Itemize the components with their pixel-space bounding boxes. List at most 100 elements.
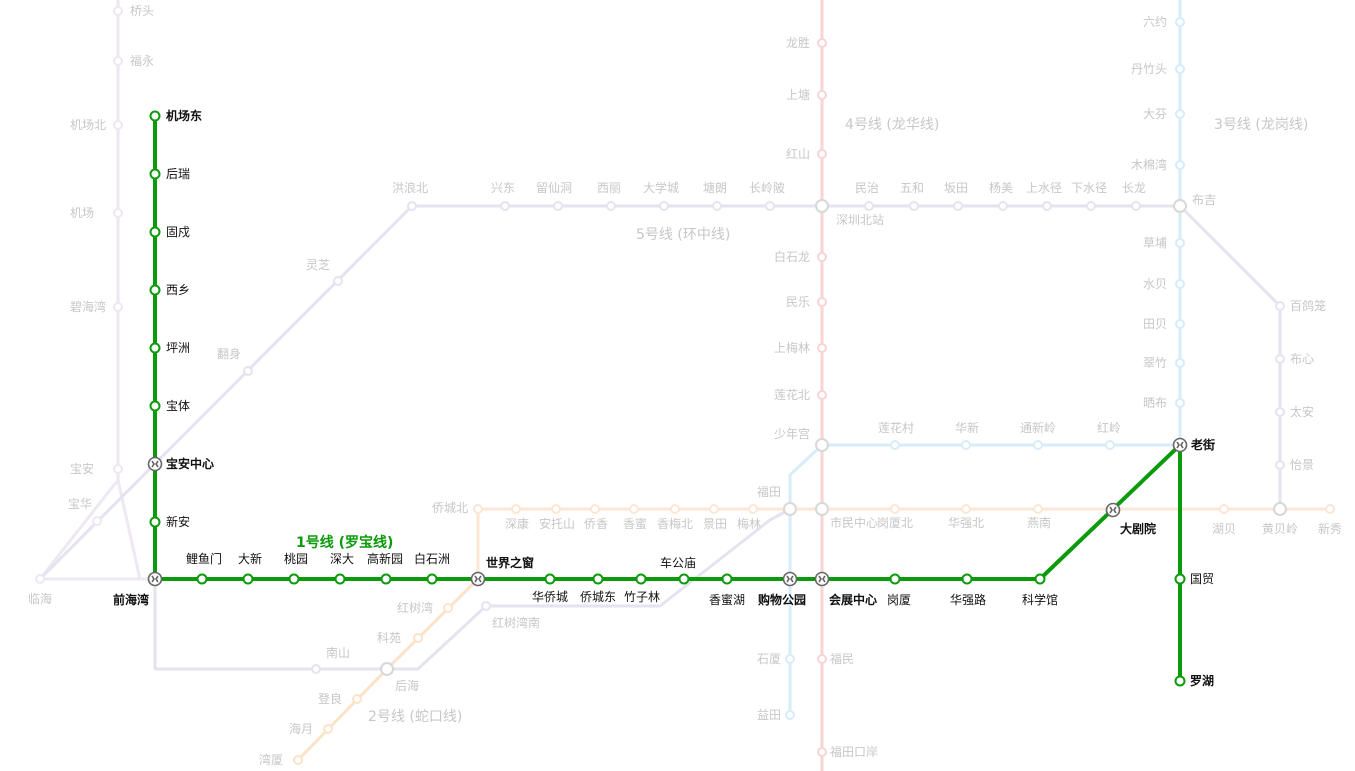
station-gangxia[interactable]: [889, 573, 901, 585]
interchange-icon[interactable]: [1105, 502, 1121, 518]
station-label[interactable]: 大新: [238, 551, 262, 566]
station-pingzhou[interactable]: [149, 342, 161, 354]
station-label[interactable]: 宝体: [166, 399, 190, 413]
faded-label: 上梅林: [774, 340, 810, 355]
station-label[interactable]: 大剧院: [1120, 521, 1156, 536]
station-label[interactable]: 科学馆: [1022, 592, 1058, 607]
faded-label: 六约: [1143, 14, 1167, 29]
faded-label: 华新: [955, 420, 979, 435]
station-taoyuan[interactable]: [288, 573, 300, 585]
line-1-name: 1号线 (罗宝线): [296, 534, 393, 551]
faded-label: 坂田: [944, 181, 968, 195]
faded-label: 通新岭: [1020, 420, 1056, 435]
station-hourui[interactable]: [149, 168, 161, 180]
faded-label: 民乐: [786, 295, 810, 309]
line-5-name: 5号线 (环中线): [636, 227, 730, 243]
faded-label: 长龙: [1122, 181, 1146, 195]
station-guxu[interactable]: [149, 226, 161, 238]
station-baishizhou[interactable]: [426, 573, 438, 585]
faded-label: 上水径: [1026, 181, 1062, 195]
faded-label: 岗厦北: [877, 516, 913, 530]
faded-label: 丹竹头: [1131, 62, 1167, 76]
station-zhuzilin[interactable]: [635, 573, 647, 585]
faded-label: 水贝: [1143, 277, 1167, 291]
faded-label: 益田: [757, 708, 781, 722]
faded-label: 大芬: [1143, 107, 1167, 121]
faded-label: 湖贝: [1212, 521, 1236, 536]
station-label[interactable]: 车公庙: [660, 555, 696, 570]
line-2-name: 2号线 (蛇口线): [368, 709, 462, 725]
station-guomao[interactable]: [1174, 573, 1186, 585]
station-label[interactable]: 新安: [166, 514, 190, 529]
faded-label: 田贝: [1143, 317, 1167, 331]
faded-label: 莲花北: [774, 387, 810, 402]
station-label[interactable]: 后瑞: [166, 167, 190, 181]
station-label[interactable]: 前海湾: [113, 592, 149, 607]
station-label[interactable]: 购物公园: [758, 592, 806, 607]
station-label[interactable]: 鲤鱼门: [186, 551, 222, 566]
station-gaoxinyuan[interactable]: [380, 573, 392, 585]
faded-label: 灵芝: [306, 257, 330, 272]
station-label[interactable]: 白石洲: [414, 551, 450, 566]
station-label[interactable]: 香蜜湖: [709, 592, 745, 607]
faded-label: 临海: [28, 591, 52, 606]
faded-label: 新秀: [1318, 521, 1342, 536]
faded-label: 香梅北: [657, 516, 693, 531]
station-label[interactable]: 宝安中心: [166, 456, 214, 471]
station-jichangdong[interactable]: [149, 110, 161, 122]
station-label[interactable]: 高新园: [367, 551, 403, 566]
station-label[interactable]: 机场东: [166, 108, 202, 123]
station-label[interactable]: 固戍: [166, 225, 190, 239]
faded-label: 安托山: [539, 516, 575, 531]
interchange-icon[interactable]: [814, 571, 830, 587]
station-xinan[interactable]: [149, 516, 161, 528]
faded-label: 福田口岸: [830, 744, 878, 759]
station-kexueguan[interactable]: [1034, 573, 1046, 585]
faded-label: 海月: [289, 721, 313, 736]
station-label[interactable]: 华强路: [950, 592, 986, 607]
faded-label: 太安: [1290, 404, 1314, 419]
faded-label: 燕南: [1027, 515, 1051, 530]
station-huaqianglu[interactable]: [961, 573, 973, 585]
station-qiaochengdong[interactable]: [592, 573, 604, 585]
interchange-icon[interactable]: [147, 571, 163, 587]
station-label[interactable]: 罗湖: [1190, 673, 1214, 688]
station-luohu[interactable]: [1174, 675, 1186, 687]
interchange-icon[interactable]: [1172, 437, 1188, 453]
faded-label: 红岭: [1097, 420, 1121, 435]
station-label[interactable]: 国贸: [1190, 572, 1214, 586]
faded-label: 黄贝岭: [1262, 522, 1298, 536]
faded-interchanges: [380, 199, 1287, 676]
station-label[interactable]: 老街: [1191, 437, 1215, 452]
station-shenda[interactable]: [334, 573, 346, 585]
station-label[interactable]: 深大: [330, 552, 354, 566]
station-label[interactable]: 岗厦: [887, 593, 911, 607]
station-label[interactable]: 竹子林: [624, 590, 660, 604]
faded-label: 福田: [757, 484, 781, 499]
station-label[interactable]: 华侨城: [532, 590, 568, 604]
station-chegongmiao[interactable]: [678, 573, 690, 585]
station-label[interactable]: 世界之窗: [486, 555, 534, 570]
interchange-icon[interactable]: [782, 571, 798, 587]
station-baoti[interactable]: [149, 400, 161, 412]
station-xixiang[interactable]: [149, 284, 161, 296]
station-huaqiaocheng[interactable]: [544, 573, 556, 585]
interchange-icon[interactable]: [147, 456, 163, 472]
faded-label: 深康: [505, 516, 529, 531]
faded-stations: [35, 6, 1335, 765]
station-label[interactable]: 坪洲: [166, 341, 190, 355]
faded-label: 怡景: [1290, 458, 1314, 472]
station-label[interactable]: 会展中心: [829, 592, 877, 607]
station-daxin[interactable]: [242, 573, 254, 585]
station-label[interactable]: 侨城东: [580, 590, 616, 604]
station-xiangmihu[interactable]: [721, 573, 733, 585]
faded-label: 长岭陂: [749, 180, 785, 195]
station-liyumen[interactable]: [196, 573, 208, 585]
station-label[interactable]: 西乡: [166, 283, 190, 297]
station-label[interactable]: 桃园: [284, 551, 308, 566]
faded-label: 红树湾南: [492, 615, 540, 630]
faded-label: 侨城北: [432, 501, 468, 515]
faded-label: 宝华: [68, 497, 92, 511]
interchange-icon[interactable]: [470, 571, 486, 587]
faded-label: 香蜜: [623, 516, 647, 531]
